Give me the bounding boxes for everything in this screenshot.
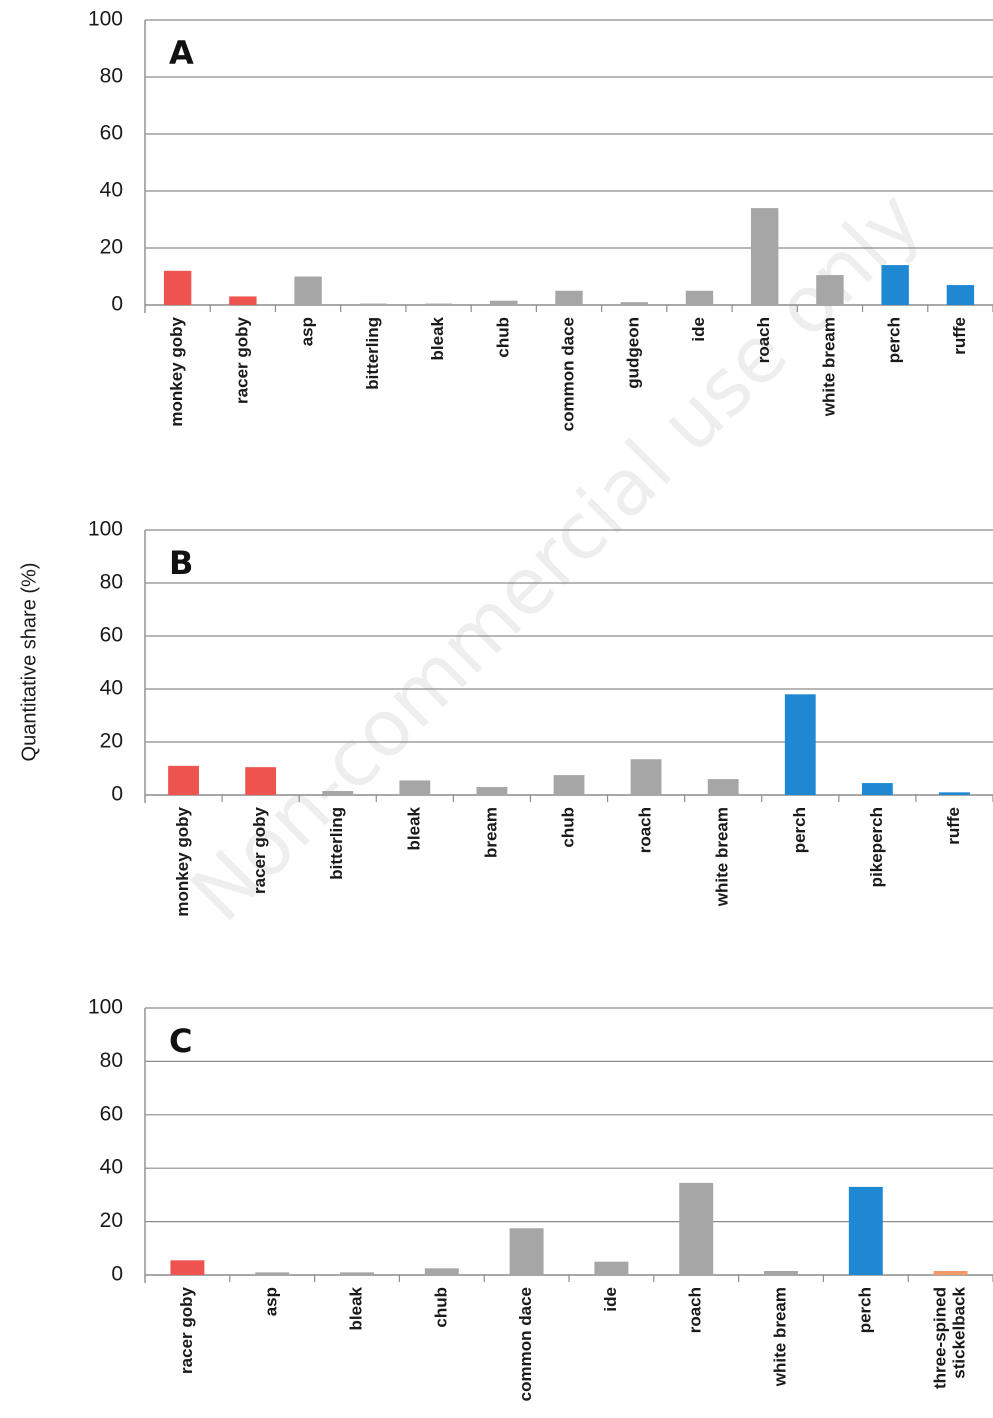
x-tick-label: chub bbox=[431, 1287, 450, 1328]
y-tick-label: 40 bbox=[100, 179, 123, 202]
bar bbox=[229, 296, 257, 305]
bar bbox=[168, 765, 199, 795]
x-tick-label: bream bbox=[481, 807, 500, 858]
x-tick-label: bleak bbox=[428, 316, 447, 360]
x-tick-label: bitterling bbox=[363, 317, 382, 390]
x-tick-label: bleak bbox=[346, 1286, 365, 1330]
bar bbox=[476, 787, 508, 795]
panel-letter: C bbox=[169, 1022, 192, 1060]
y-tick-label: 100 bbox=[88, 996, 123, 1019]
bar bbox=[424, 303, 453, 305]
bar bbox=[620, 302, 648, 305]
x-tick-label: monkey goby bbox=[173, 806, 192, 916]
bar bbox=[816, 275, 844, 305]
y-tick-label: 40 bbox=[100, 1156, 123, 1179]
x-tick-label: perch bbox=[885, 317, 904, 363]
bar bbox=[399, 780, 431, 795]
bar bbox=[245, 767, 277, 795]
x-tick-label: ide bbox=[689, 317, 708, 342]
bar bbox=[750, 208, 779, 305]
x-tick-label: chub bbox=[558, 807, 577, 848]
x-tick-label: roach bbox=[686, 1287, 705, 1333]
bar bbox=[509, 1228, 544, 1275]
bar bbox=[553, 775, 585, 795]
y-tick-label: 80 bbox=[100, 571, 123, 594]
x-tick-label: ruffe bbox=[950, 317, 969, 355]
bar bbox=[685, 290, 714, 305]
bar bbox=[764, 1270, 798, 1275]
y-tick-label: 60 bbox=[100, 1102, 123, 1125]
bar bbox=[424, 1268, 459, 1275]
bar bbox=[784, 694, 816, 795]
bar bbox=[679, 1182, 714, 1275]
y-tick-label: 0 bbox=[111, 783, 123, 806]
y-tick-label: 60 bbox=[100, 624, 123, 647]
x-tick-label: racer goby bbox=[250, 806, 269, 893]
y-axis-label: Quantitative share (%) bbox=[18, 563, 40, 762]
bar bbox=[881, 265, 909, 305]
bar bbox=[707, 779, 739, 795]
x-tick-label: chub bbox=[493, 317, 512, 358]
x-tick-label: bleak bbox=[404, 806, 423, 850]
y-tick-label: 100 bbox=[88, 8, 123, 31]
x-tick-label: white bream bbox=[713, 807, 732, 907]
y-tick-label: 20 bbox=[100, 236, 123, 259]
x-tick-label: bitterling bbox=[327, 807, 346, 880]
x-tick-label: gudgeon bbox=[624, 317, 643, 389]
bar bbox=[340, 1272, 374, 1275]
x-tick-label: racer goby bbox=[177, 1286, 196, 1373]
bar bbox=[322, 791, 354, 795]
bar bbox=[359, 303, 388, 305]
y-tick-label: 20 bbox=[100, 730, 123, 753]
x-tick-label: perch bbox=[855, 1287, 874, 1333]
bar bbox=[861, 783, 893, 795]
x-tick-label: monkey goby bbox=[167, 316, 186, 426]
x-tick-label: roach bbox=[636, 807, 655, 853]
y-tick-label: 40 bbox=[100, 677, 123, 700]
x-tick-label: white bream bbox=[819, 317, 838, 417]
x-tick-label: ruffe bbox=[944, 807, 963, 845]
panel-letter: A bbox=[169, 34, 194, 72]
y-tick-label: 0 bbox=[111, 293, 123, 316]
bar bbox=[630, 759, 662, 795]
bar bbox=[946, 285, 975, 305]
bar bbox=[555, 290, 583, 305]
x-tick-label: racer goby bbox=[232, 316, 251, 403]
x-tick-label: roach bbox=[754, 317, 773, 363]
x-tick-label: common dace bbox=[516, 1287, 535, 1401]
panel-letter: B bbox=[169, 544, 193, 582]
y-tick-label: 100 bbox=[88, 518, 123, 541]
y-tick-label: 80 bbox=[100, 65, 123, 88]
x-tick-label: three-spined bbox=[931, 1287, 950, 1389]
y-tick-label: 80 bbox=[100, 1049, 123, 1072]
x-tick-label: stickelback bbox=[950, 1286, 969, 1378]
bar bbox=[163, 270, 192, 305]
x-tick-label: pikeperch bbox=[867, 807, 886, 887]
bar bbox=[490, 300, 518, 305]
bar bbox=[294, 276, 322, 305]
bar bbox=[170, 1260, 205, 1275]
x-tick-label: asp bbox=[262, 1287, 281, 1316]
x-tick-label: asp bbox=[298, 317, 317, 346]
bar bbox=[255, 1272, 290, 1275]
y-tick-label: 0 bbox=[111, 1263, 123, 1286]
y-tick-label: 60 bbox=[100, 122, 123, 145]
x-tick-label: ide bbox=[601, 1287, 620, 1312]
y-tick-label: 20 bbox=[100, 1209, 123, 1232]
bar bbox=[848, 1186, 883, 1275]
x-tick-label: white bream bbox=[770, 1287, 789, 1387]
bar bbox=[933, 1270, 968, 1275]
bar bbox=[939, 792, 970, 795]
x-tick-label: perch bbox=[790, 807, 809, 853]
x-tick-label: common dace bbox=[558, 317, 577, 431]
bar bbox=[594, 1261, 629, 1275]
